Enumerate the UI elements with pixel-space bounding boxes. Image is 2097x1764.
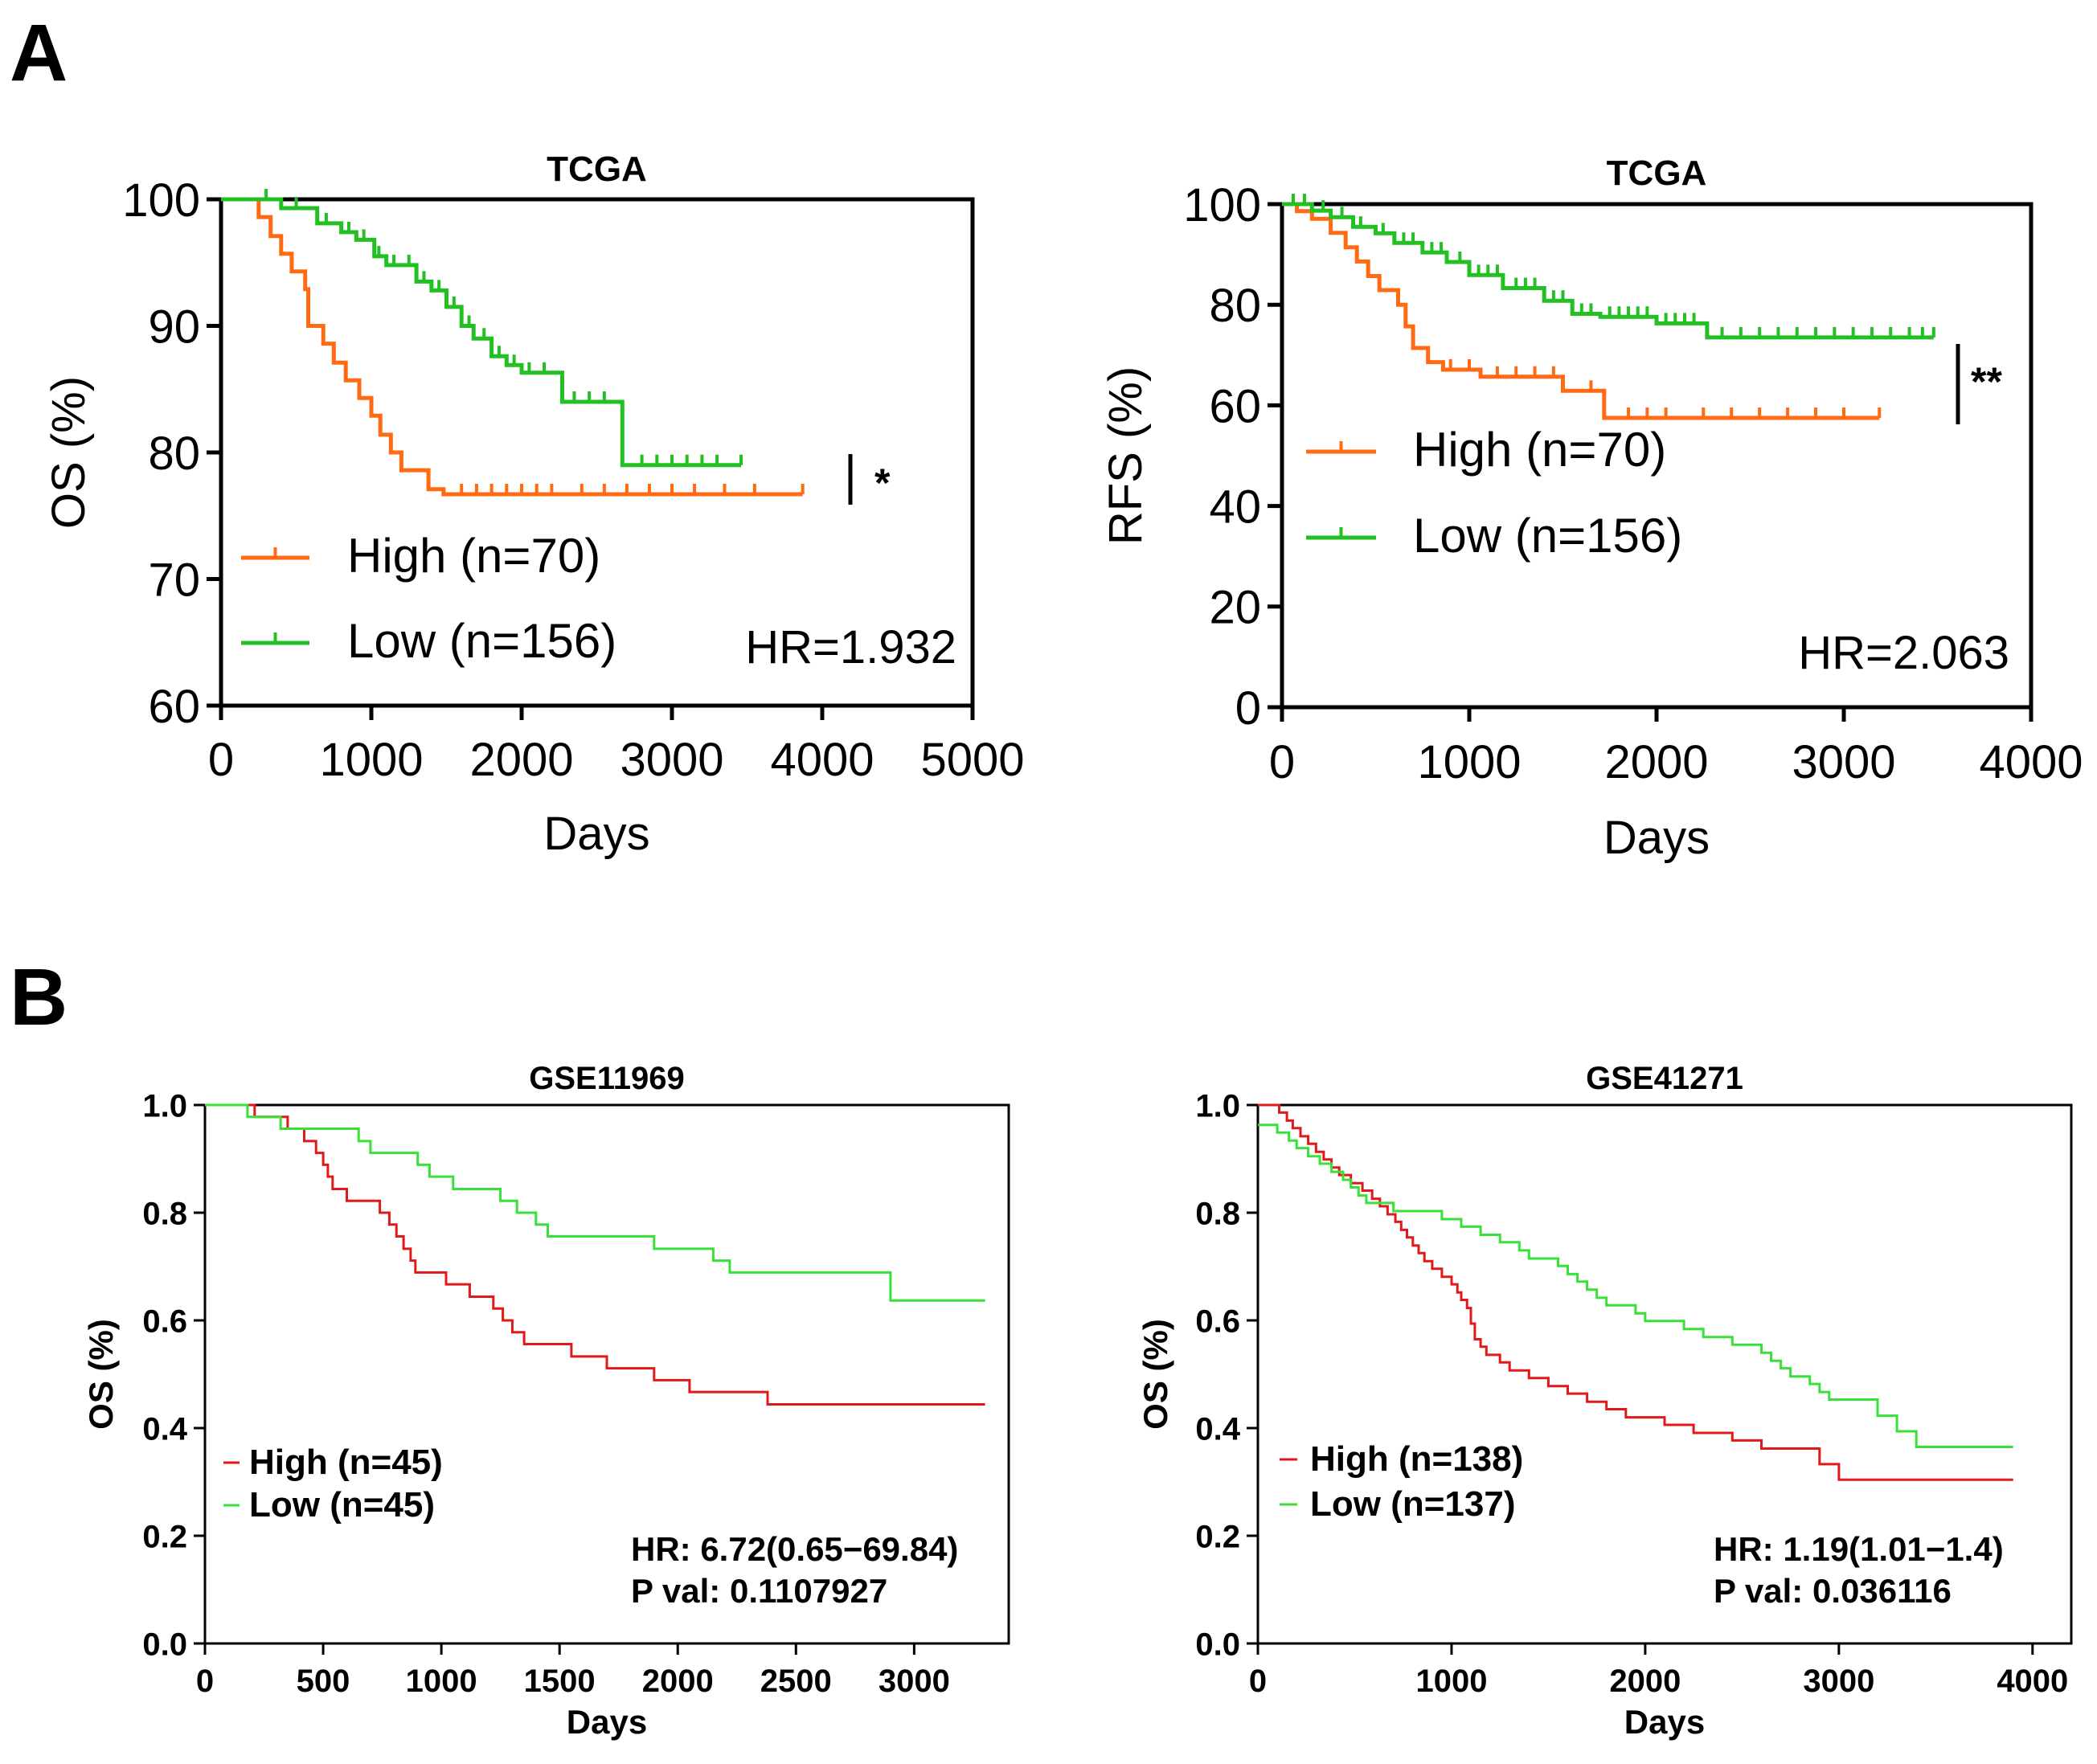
hazard-ratio-text: HR: 6.72(0.65−69.84) — [631, 1530, 958, 1568]
series-line-high — [1258, 1103, 2013, 1481]
hazard-ratio-text: HR: 1.19(1.01−1.4) — [1714, 1530, 2004, 1568]
series-line-high — [1282, 202, 1880, 420]
y-tick-label: 60 — [1209, 380, 1261, 432]
p-value-text: P val: 0.1107927 — [631, 1572, 887, 1610]
y-tick-label: 0.8 — [1195, 1196, 1240, 1231]
chart-title: GSE41271 — [1586, 1061, 1743, 1096]
series-line-low — [1258, 1123, 2013, 1448]
significance-mark: * — [874, 460, 891, 505]
x-axis-label: Days — [567, 1703, 647, 1741]
panel-label-b: B — [10, 952, 68, 1042]
y-axis-label: OS (%) — [1137, 1319, 1174, 1430]
x-tick-label: 0 — [196, 1664, 214, 1699]
y-tick-label: 1.0 — [1195, 1088, 1240, 1123]
y-tick-label: 0 — [1235, 682, 1261, 735]
y-tick-label: 100 — [122, 174, 200, 227]
x-axis-label: Days — [1603, 812, 1710, 864]
y-tick-label: 40 — [1209, 481, 1261, 533]
y-tick-label: 0.4 — [1195, 1411, 1240, 1447]
chart-title: TCGA — [1607, 153, 1707, 193]
legend-label: High (n=70) — [1413, 423, 1666, 477]
y-tick-label: 90 — [148, 301, 200, 353]
legend-label: Low (n=156) — [347, 614, 616, 668]
y-axis-label: OS (%) — [43, 376, 95, 529]
legend-label: High (n=45) — [249, 1443, 443, 1482]
y-tick-label: 0.0 — [1195, 1627, 1240, 1662]
series-line-high — [205, 1103, 985, 1406]
panel-label-a: A — [10, 8, 68, 98]
series-line-low — [221, 197, 741, 468]
x-tick-label: 2000 — [469, 734, 573, 786]
y-tick-label: 0.4 — [142, 1411, 187, 1447]
series-line-low — [1282, 202, 1934, 340]
plot-frame — [1256, 1103, 2073, 1645]
x-tick-label: 1500 — [524, 1664, 596, 1699]
legend-label: High (n=138) — [1310, 1439, 1523, 1479]
hazard-ratio-text: HR=1.932 — [745, 621, 956, 673]
x-tick-label: 3000 — [620, 734, 723, 786]
y-tick-label: 100 — [1183, 179, 1261, 231]
p-value-text: P val: 0.036116 — [1714, 1572, 1952, 1610]
chart-title: TCGA — [547, 149, 647, 189]
x-tick-label: 0 — [1249, 1664, 1267, 1699]
x-tick-label: 3000 — [879, 1664, 950, 1699]
x-tick-label: 2000 — [642, 1664, 714, 1699]
x-tick-label: 1000 — [1417, 736, 1521, 788]
series-line-high — [221, 197, 803, 497]
legend-label: Low (n=45) — [249, 1485, 435, 1525]
series-line-low — [205, 1103, 985, 1302]
y-tick-label: 20 — [1209, 582, 1261, 634]
y-tick-label: 0.2 — [142, 1519, 187, 1554]
y-axis-label: RFS (%) — [1100, 366, 1152, 545]
chart-gse41271-os: GSE41271 0 1000 2000 3000 4000 0.0 0.2 0.4 0.6 0.8… — [1137, 1061, 2073, 1741]
x-tick-label: 3000 — [1803, 1664, 1874, 1699]
legend-label: Low (n=137) — [1310, 1484, 1516, 1524]
significance-mark: ** — [1971, 359, 2002, 404]
x-axis-label: Days — [1624, 1703, 1705, 1741]
x-tick-label: 500 — [297, 1664, 350, 1699]
x-tick-label: 4000 — [1979, 736, 2083, 788]
plot-frame — [203, 1103, 1010, 1645]
x-tick-label: 2000 — [1604, 736, 1708, 788]
x-tick-label: 5000 — [920, 734, 1024, 786]
x-tick-label: 4000 — [770, 734, 874, 786]
y-tick-label: 0.2 — [1195, 1519, 1240, 1554]
x-tick-label: 1000 — [1415, 1664, 1487, 1699]
x-tick-label: 1000 — [406, 1664, 477, 1699]
x-tick-label: 0 — [208, 734, 234, 786]
y-tick-label: 0.8 — [142, 1196, 187, 1231]
y-tick-label: 0.6 — [142, 1304, 187, 1339]
x-tick-label: 0 — [1269, 736, 1295, 788]
y-tick-label: 60 — [148, 681, 200, 733]
x-axis-label: Days — [543, 808, 649, 860]
x-tick-label: 4000 — [1997, 1664, 2068, 1699]
x-tick-label: 2000 — [1609, 1664, 1681, 1699]
x-tick-label: 3000 — [1792, 736, 1895, 788]
legend-label: Low (n=156) — [1413, 509, 1682, 563]
chart-gse11969-os: GSE11969 0 500 1000 1500 2000 2500 3000 0.0 0.2 0.… — [82, 1061, 1010, 1741]
y-tick-label: 0.0 — [142, 1627, 187, 1662]
y-tick-label: 1.0 — [142, 1088, 187, 1123]
y-axis-label: OS (%) — [82, 1319, 120, 1430]
chart-title: GSE11969 — [529, 1061, 685, 1096]
legend-label: High (n=70) — [347, 529, 600, 583]
y-tick-label: 80 — [1209, 280, 1261, 332]
hazard-ratio-text: HR=2.063 — [1798, 627, 2009, 679]
x-tick-label: 2500 — [760, 1664, 832, 1699]
chart-tcga-os: TCGA 0 1000 2000 3000 4000 5000 60 70 80 90 100 Days… — [43, 149, 1025, 860]
y-tick-label: 80 — [148, 428, 200, 480]
y-tick-label: 0.6 — [1195, 1304, 1240, 1339]
y-tick-label: 70 — [148, 554, 200, 606]
x-tick-label: 1000 — [319, 734, 423, 786]
chart-tcga-rfs: TCGA 0 1000 2000 3000 4000 0 20 40 60 80 100 Days RFS… — [1100, 153, 2083, 864]
